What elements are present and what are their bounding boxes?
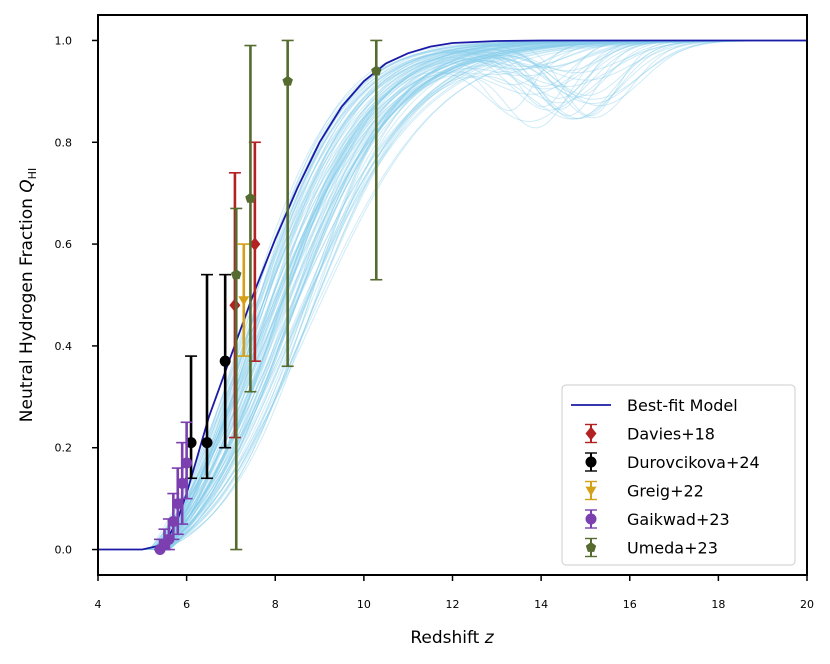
posterior-sample-curve bbox=[98, 40, 807, 550]
data-point bbox=[245, 192, 256, 203]
y-axis-ticks: 0.0 0.2 0.4 0.6 0.8 1.0 bbox=[55, 34, 98, 557]
posterior-sample-curve bbox=[98, 40, 807, 550]
posterior-sample-curve bbox=[98, 40, 807, 550]
legend-label: Gaikwad+23 bbox=[627, 510, 730, 529]
y-axis-label-sub: HI bbox=[26, 168, 39, 180]
y-axis-label-var: Q bbox=[17, 179, 37, 192]
y-tick-label: 0.6 bbox=[55, 238, 73, 251]
legend-marker-swatch bbox=[585, 426, 597, 441]
y-axis-label-text: Neutral Hydrogen Fraction bbox=[17, 193, 37, 423]
data-point bbox=[282, 75, 293, 86]
x-tick-label: 16 bbox=[623, 598, 637, 611]
x-tick-label: 20 bbox=[800, 598, 814, 611]
data-point bbox=[231, 269, 242, 280]
data-points-layer bbox=[154, 39, 383, 556]
series-durovcikova-24 bbox=[185, 273, 232, 480]
x-tick-label: 18 bbox=[711, 598, 725, 611]
legend-label: Best-fit Model bbox=[627, 396, 738, 415]
x-tick-label: 14 bbox=[534, 598, 548, 611]
x-axis-label: Redshift z bbox=[410, 628, 494, 648]
legend-marker-swatch bbox=[585, 456, 597, 468]
y-tick-label: 0.4 bbox=[55, 340, 73, 353]
posterior-sample-curve bbox=[98, 40, 807, 550]
x-tick-label: 4 bbox=[95, 598, 102, 611]
legend-box bbox=[561, 384, 796, 566]
data-point bbox=[371, 65, 382, 76]
posterior-sample-curve bbox=[98, 40, 807, 550]
x-axis-ticks: 4 6 8 10 12 14 16 18 20 bbox=[95, 575, 814, 611]
data-point bbox=[181, 457, 193, 469]
x-axis-label-var: z bbox=[484, 628, 495, 648]
legend-entry: Umeda+23 bbox=[585, 537, 718, 558]
y-tick-label: 0.0 bbox=[55, 544, 73, 557]
posterior-sample-curve bbox=[98, 40, 807, 550]
data-point bbox=[219, 355, 231, 367]
legend: Best-fit Model Davies+18 Durovcikova+24 Gre… bbox=[561, 384, 796, 566]
legend-entry: Gaikwad+23 bbox=[585, 509, 730, 529]
data-point bbox=[167, 516, 179, 528]
legend-marker-swatch bbox=[585, 486, 597, 496]
legend-entry: Greig+22 bbox=[585, 480, 704, 501]
x-tick-label: 12 bbox=[446, 598, 460, 611]
legend-label: Umeda+23 bbox=[627, 539, 718, 558]
data-point bbox=[185, 437, 197, 449]
posterior-sample-curve bbox=[98, 40, 807, 550]
y-tick-label: 0.2 bbox=[55, 442, 73, 455]
posterior-sample-curve bbox=[98, 40, 807, 550]
posterior-sample-curve bbox=[98, 40, 807, 550]
x-tick-label: 8 bbox=[272, 598, 279, 611]
series-davies-18 bbox=[228, 141, 261, 439]
x-tick-label: 6 bbox=[183, 598, 190, 611]
data-point bbox=[201, 437, 213, 449]
posterior-sample-curve bbox=[98, 40, 807, 550]
posterior-sample-curve bbox=[98, 40, 807, 550]
series-gaikwad-23 bbox=[154, 421, 193, 556]
data-point bbox=[238, 296, 250, 306]
legend-label: Durovcikova+24 bbox=[627, 453, 760, 472]
legend-marker-swatch bbox=[585, 513, 597, 525]
x-tick-label: 10 bbox=[357, 598, 371, 611]
legend-entry: Davies+18 bbox=[585, 423, 715, 444]
y-tick-label: 1.0 bbox=[55, 34, 73, 47]
x-axis-label-text: Redshift bbox=[410, 628, 484, 648]
legend-label: Greig+22 bbox=[627, 482, 704, 501]
data-point bbox=[249, 237, 261, 251]
legend-entry: Durovcikova+24 bbox=[585, 452, 760, 472]
y-axis-label: Neutral Hydrogen Fraction QHI bbox=[17, 168, 39, 422]
posterior-sample-curve bbox=[98, 40, 807, 550]
posterior-sample-curve bbox=[98, 40, 807, 550]
series-greig-22 bbox=[237, 243, 250, 357]
legend-label: Davies+18 bbox=[627, 425, 715, 444]
y-tick-label: 0.8 bbox=[55, 136, 73, 149]
posterior-sample-curve bbox=[98, 40, 807, 550]
posterior-sample-curve bbox=[98, 40, 807, 550]
series-umeda-23 bbox=[230, 39, 383, 551]
data-point bbox=[229, 298, 241, 313]
posterior-sample-curve bbox=[98, 40, 807, 550]
posterior-sample-curve bbox=[98, 40, 807, 550]
data-point bbox=[176, 477, 188, 489]
legend-marker-swatch bbox=[585, 542, 597, 552]
data-point bbox=[172, 498, 184, 510]
legend-entry: Best-fit Model bbox=[571, 396, 738, 415]
